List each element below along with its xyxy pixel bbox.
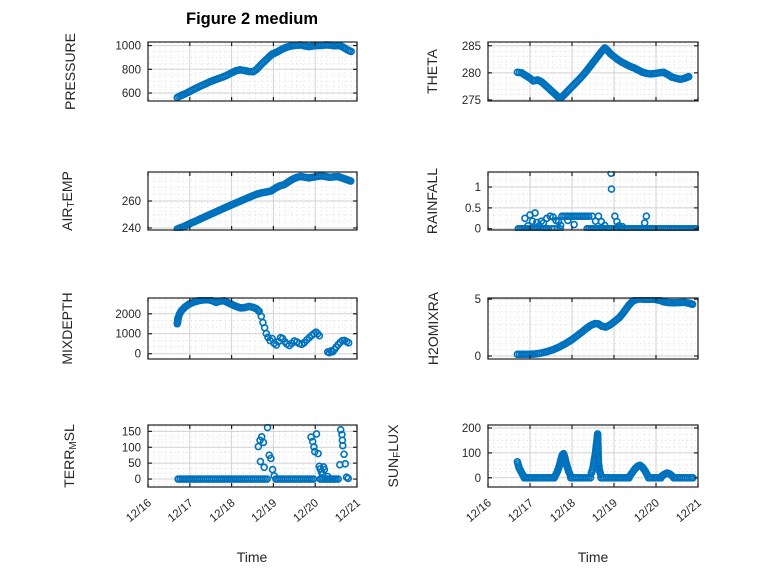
subplot-sun-flux: 0 100 200 12/16 12/17 12/18 12/19 12/20 12/21 SUN… (385, 423, 704, 525)
x-tick-label: 12/21 (674, 497, 704, 525)
y-tick-label: 1000 (115, 41, 141, 53)
ylabel-sun-flux: SUNFLUX (385, 424, 403, 488)
tick-marks-pressure (147, 42, 358, 101)
y-tick-label: 0 (475, 224, 481, 236)
data-markers-theta (513, 44, 693, 102)
x-tick-label: 12/17 (166, 497, 196, 525)
subplot-theta: 275 280 285 THETA (424, 41, 699, 107)
y-tick-label: 240 (122, 223, 141, 235)
grid-pressure (148, 42, 357, 101)
x-tick-label: 12/20 (291, 497, 321, 525)
ylabel-h2omixra: H2OMIXRA (425, 291, 441, 365)
subplot-pressure: 600 800 1000 PRESSURE (62, 33, 358, 110)
y-tick-label: 200 (462, 423, 481, 435)
xaxis-label-right: Time (577, 549, 609, 565)
axis-box (487, 171, 699, 231)
x-tick-label: 12/20 (632, 497, 662, 525)
x-tick-label: 12/18 (548, 497, 578, 525)
data-markers-terr-msl (174, 424, 353, 483)
y-tick-label: 0 (475, 351, 481, 363)
tick-marks-air-temp (147, 172, 358, 230)
figure-title: Figure 2 medium (185, 10, 319, 28)
y-tick-label: 275 (462, 95, 481, 107)
data-markers-air-temp (173, 172, 355, 231)
subplot-h2omixra: 0 5 H2OMIXRA (425, 291, 699, 365)
y-tick-label: 50 (128, 458, 141, 470)
y-tick-label: 280 (462, 68, 481, 80)
data-markers-rainfall (514, 171, 699, 231)
subplot-air-temp: 240 260 AIRTEMP (59, 171, 358, 235)
ylabel-terr-msl: TERRMSL (61, 424, 79, 488)
subplot-terr-msl: 0 50 100 150 12/16 12/17 12/18 12/19 12/20 12/21 T… (61, 424, 363, 525)
y-tick-label: 0 (475, 473, 481, 485)
x-tick-label: 12/19 (250, 497, 280, 525)
y-tick-label: 260 (122, 196, 141, 208)
axis-box (487, 297, 699, 360)
x-tick-label: 12/19 (590, 497, 620, 525)
ylabel-mixdepth: MIXDEPTH (59, 292, 75, 364)
x-tick-label: 12/16 (124, 497, 154, 525)
axis-box (147, 41, 358, 102)
x-tick-label: 12/18 (208, 497, 238, 525)
y-tick-label: 2000 (115, 309, 141, 321)
y-tick-label: 800 (122, 64, 141, 76)
tick-marks-h2omixra (487, 298, 699, 359)
x-tick-label: 12/17 (506, 497, 536, 525)
y-tick-label: 5 (475, 294, 481, 306)
axis-box (487, 41, 699, 102)
data-markers-h2omixra (513, 297, 697, 359)
y-tick-label: 0 (135, 349, 141, 361)
y-tick-label: 150 (122, 426, 141, 438)
y-tick-label: 1000 (115, 329, 141, 341)
x-tick-label: 12/16 (464, 497, 494, 525)
ylabel-pressure: PRESSURE (62, 33, 78, 110)
data-markers-sun-flux (513, 430, 697, 482)
tick-marks-rainfall (487, 172, 699, 230)
y-tick-label: 600 (122, 88, 141, 100)
y-tick-label: 0.5 (465, 203, 481, 215)
tick-marks-terr-msl (147, 425, 358, 487)
y-tick-label: 285 (462, 41, 481, 53)
axis-box (147, 424, 358, 488)
tick-marks-theta (487, 42, 699, 101)
ylabel-rainfall: RAINFALL (424, 168, 440, 234)
tick-marks-mixdepth (147, 298, 358, 359)
axis-box (487, 424, 699, 488)
y-tick-label: 100 (462, 448, 481, 460)
y-tick-label: 0 (135, 474, 141, 486)
y-tick-label: 100 (122, 442, 141, 454)
ylabel-theta: THETA (424, 48, 440, 94)
x-tick-label: 12/21 (333, 497, 363, 525)
y-tick-label: 1 (475, 182, 481, 194)
xaxis-label-left: Time (236, 549, 268, 565)
subplot-rainfall: 0 0.5 1 RAINFALL (424, 168, 699, 236)
ylabel-air-temp: AIRTEMP (59, 171, 77, 231)
tick-marks-sun-flux (487, 425, 699, 487)
subplot-mixdepth: 0 1000 2000 MIXDEPTH (59, 292, 358, 365)
axis-box (147, 297, 358, 360)
